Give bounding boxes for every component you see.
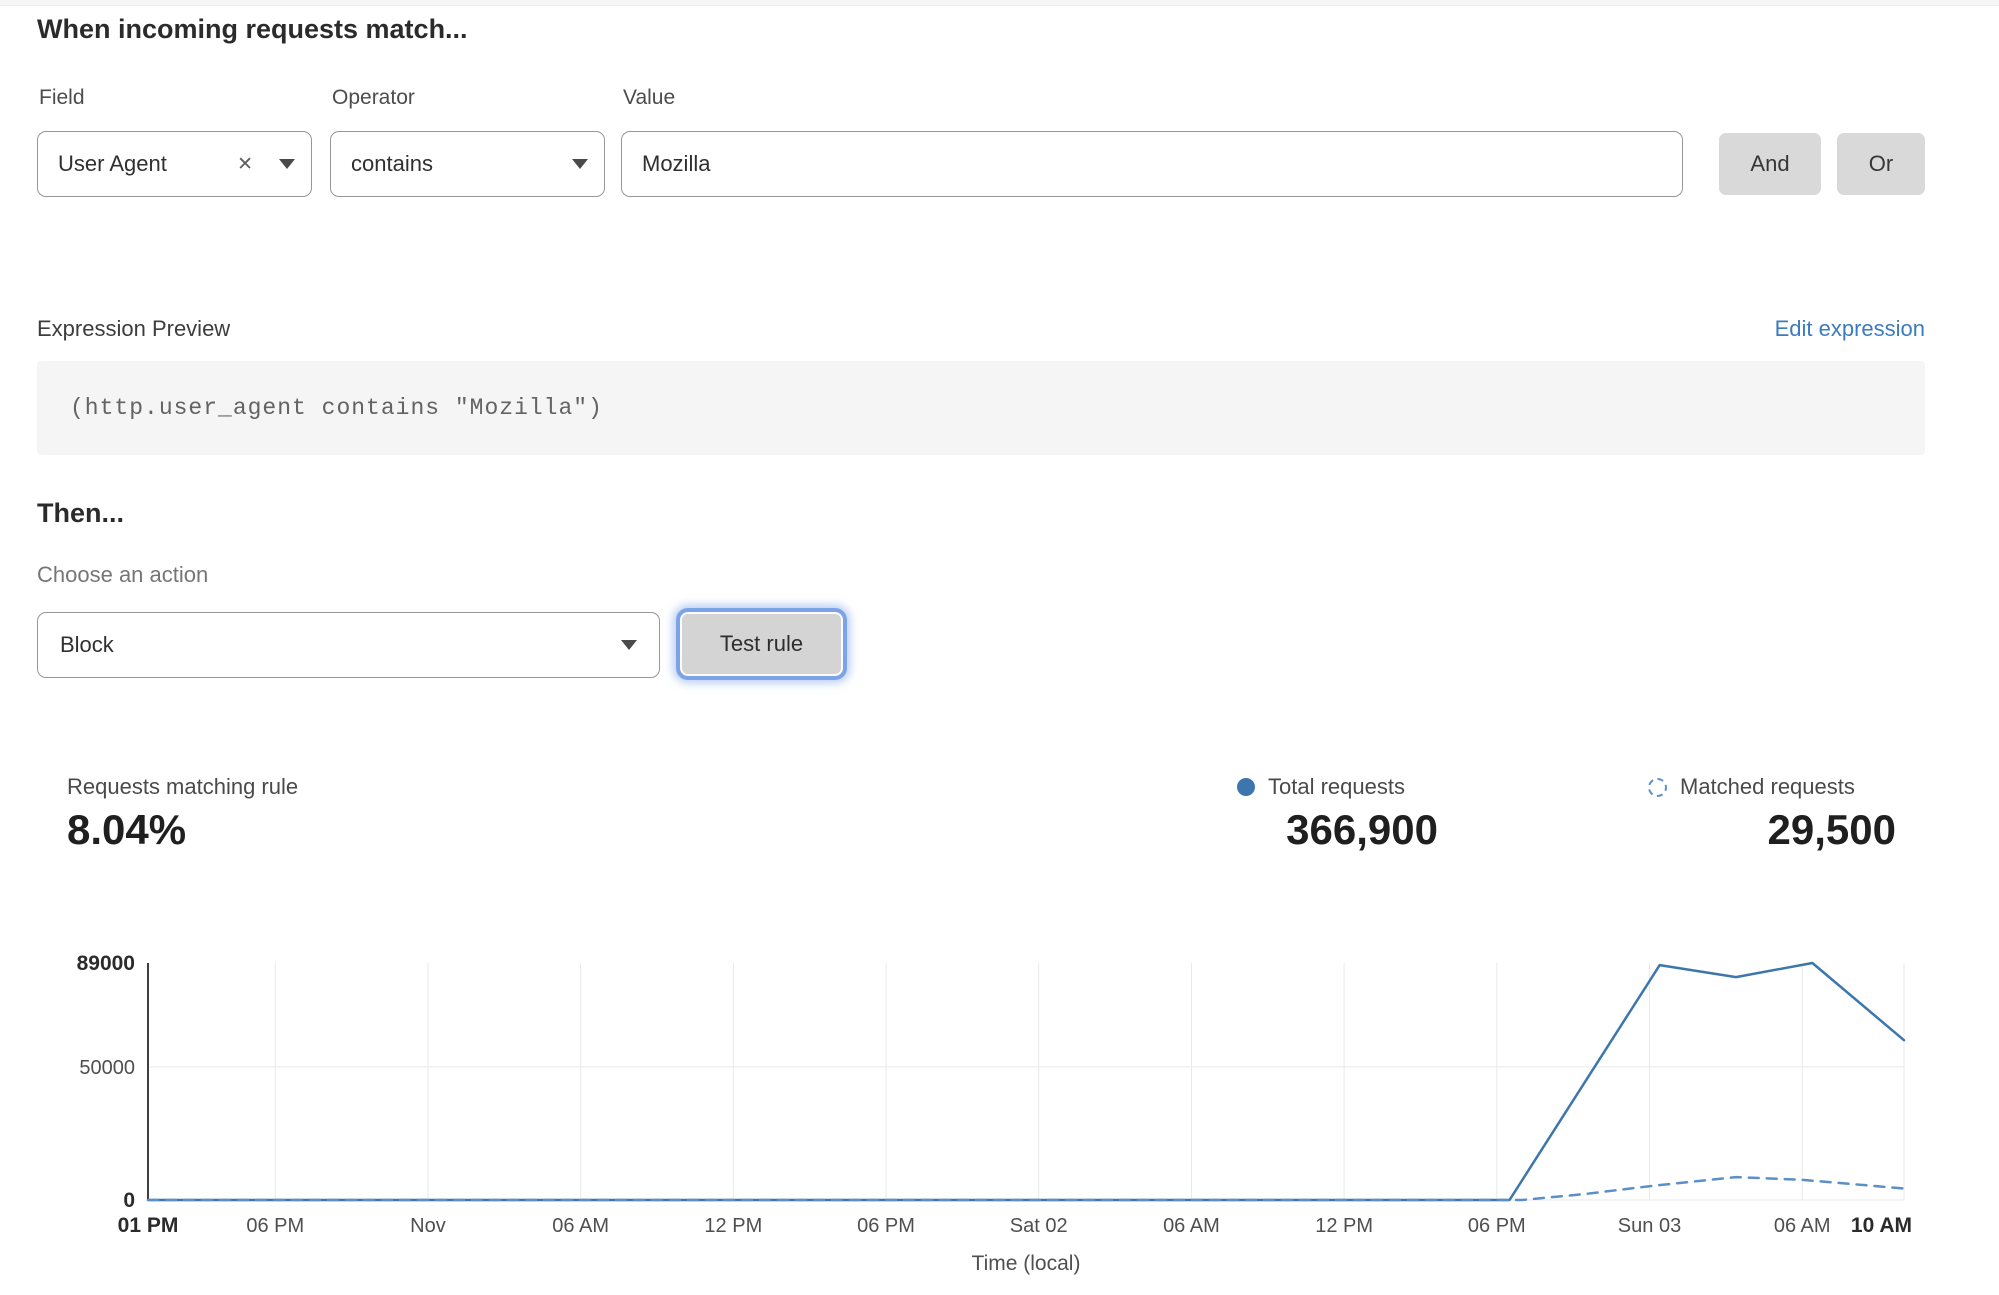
value-input[interactable] bbox=[621, 131, 1683, 197]
choose-action-label: Choose an action bbox=[37, 562, 209, 587]
chevron-down-icon bbox=[572, 159, 588, 169]
edit-expression-link[interactable]: Edit expression bbox=[1774, 316, 1925, 341]
and-button[interactable]: And bbox=[1719, 133, 1821, 195]
chevron-down-icon bbox=[279, 159, 295, 169]
svg-text:01 PM: 01 PM bbox=[118, 1214, 179, 1237]
action-select-value: Block bbox=[60, 632, 114, 657]
field-label: Field bbox=[39, 86, 85, 109]
field-select[interactable]: User Agent ✕ bbox=[37, 131, 312, 197]
requests-chart: 0 50000 89000 01 PM 06 PM Nov 06 AM 12 PM 06 PM S… bbox=[37, 945, 1927, 1295]
expression-code: (http.user_agent contains "Mozilla") bbox=[70, 395, 603, 421]
matched-requests-dashed-circle-icon bbox=[1648, 777, 1667, 797]
when-heading: When incoming requests match... bbox=[37, 14, 468, 44]
svg-text:12 PM: 12 PM bbox=[704, 1215, 762, 1237]
value-label: Value bbox=[623, 86, 676, 109]
svg-text:10 AM: 10 AM bbox=[1851, 1214, 1912, 1237]
expression-preview-box: (http.user_agent contains "Mozilla") bbox=[37, 361, 1925, 455]
total-requests-label: Total requests bbox=[1268, 774, 1405, 799]
then-heading: Then... bbox=[37, 498, 124, 528]
action-select[interactable]: Block bbox=[37, 612, 660, 678]
top-divider bbox=[0, 0, 1999, 6]
svg-text:12 PM: 12 PM bbox=[1315, 1215, 1373, 1237]
chevron-down-icon bbox=[621, 640, 637, 650]
svg-text:06 AM: 06 AM bbox=[1163, 1215, 1220, 1237]
matched-requests-legend: Matched requests bbox=[1648, 774, 1855, 800]
matched-requests-value: 29,500 bbox=[1767, 806, 1896, 853]
svg-text:0: 0 bbox=[123, 1189, 135, 1212]
test-rule-button[interactable]: Test rule bbox=[680, 612, 843, 676]
svg-text:Nov: Nov bbox=[410, 1215, 446, 1237]
svg-text:06 AM: 06 AM bbox=[552, 1215, 609, 1237]
requests-chart-svg: 0 50000 89000 01 PM 06 PM Nov 06 AM 12 PM 06 PM S… bbox=[77, 952, 1912, 1275]
svg-text:06 AM: 06 AM bbox=[1774, 1215, 1831, 1237]
svg-text:06 PM: 06 PM bbox=[246, 1215, 304, 1237]
field-select-value: User Agent bbox=[58, 151, 167, 176]
svg-text:06 PM: 06 PM bbox=[1468, 1215, 1526, 1237]
operator-select-value: contains bbox=[351, 151, 433, 176]
total-requests-dot-icon bbox=[1237, 778, 1255, 796]
operator-select[interactable]: contains bbox=[330, 131, 605, 197]
requests-matching-label: Requests matching rule bbox=[67, 774, 299, 799]
operator-label: Operator bbox=[332, 86, 415, 109]
clear-field-icon[interactable]: ✕ bbox=[237, 153, 253, 175]
or-button[interactable]: Or bbox=[1837, 133, 1925, 195]
requests-matching-value: 8.04% bbox=[67, 806, 187, 853]
svg-text:89000: 89000 bbox=[77, 952, 135, 975]
svg-text:Time (local): Time (local) bbox=[972, 1252, 1081, 1275]
expression-preview-label: Expression Preview bbox=[37, 316, 231, 341]
total-requests-legend: Total requests bbox=[1237, 774, 1405, 800]
matched-requests-label: Matched requests bbox=[1680, 774, 1855, 799]
svg-text:Sun 03: Sun 03 bbox=[1618, 1215, 1681, 1237]
svg-text:06 PM: 06 PM bbox=[857, 1215, 915, 1237]
total-requests-value: 366,900 bbox=[1286, 806, 1438, 853]
svg-text:Sat 02: Sat 02 bbox=[1010, 1215, 1068, 1237]
svg-text:50000: 50000 bbox=[79, 1057, 135, 1079]
